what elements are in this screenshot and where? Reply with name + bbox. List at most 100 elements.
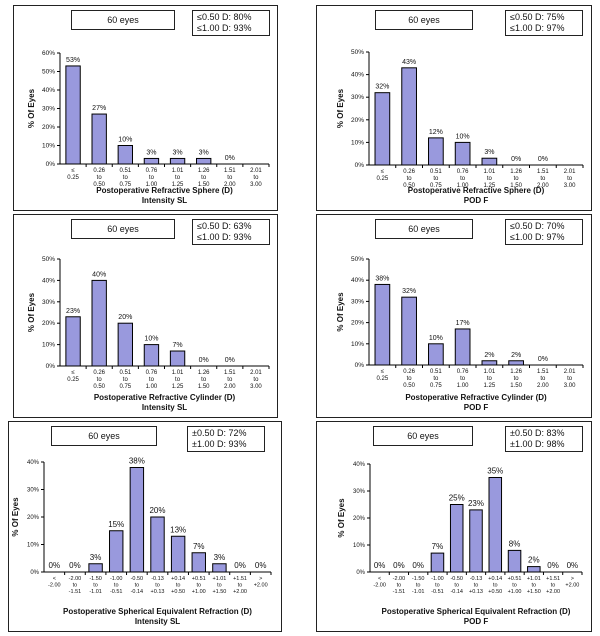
x-tick-label: -0.50 to -0.14 (450, 576, 463, 595)
data-label: 20% (118, 314, 132, 321)
data-label: 27% (92, 105, 106, 112)
y-tick-label: 40% (42, 277, 55, 284)
bar (430, 552, 445, 573)
y-tick-label: 10% (351, 341, 364, 348)
accuracy-stats-box: ±0.50 D: 83% ±1.00 D: 98% (505, 426, 583, 452)
data-label: 23% (468, 499, 484, 508)
x-tick-label: 1.01 to 1.25 (484, 169, 496, 189)
x-tick-label: -2.00 to -1.51 (393, 576, 406, 595)
x-tick-label: ≤0.25 (377, 169, 389, 182)
data-label: 0% (393, 561, 405, 570)
data-label: 25% (449, 494, 465, 503)
data-label: 38% (375, 275, 389, 282)
x-tick-label: 2.01 to 3.00 (250, 168, 262, 188)
bar (527, 566, 541, 573)
data-label: 10% (429, 335, 443, 342)
y-tick-label: 40% (351, 72, 364, 79)
data-label: 0% (225, 357, 235, 364)
y-tick-label: 0% (46, 161, 56, 168)
chart-subtitle: Intensity SL (135, 617, 180, 626)
data-label: 32% (375, 84, 389, 91)
data-label: 2% (484, 352, 494, 359)
chart-panel-sphere-intensity-sl: 0% 10% 20% 30% 40% 50% 60% 53% ≤0.25 27% 0.26 to 0.5… (13, 5, 278, 211)
data-label: 7% (173, 342, 183, 349)
stat-line-2: ≤1.00 D: 97% (510, 232, 565, 242)
data-label: 32% (402, 288, 416, 295)
x-tick-label: 0.51 to 0.75 (430, 369, 442, 389)
data-label: 2% (528, 556, 540, 565)
x-axis-title: Postoperative Refractive Sphere (D) (408, 186, 545, 195)
chart-svg: 0% 10% 20% 30% 40% 50% 60% 53% ≤ 0.25 27% 0.26 to 0.5… (27, 50, 270, 205)
data-label: 53% (66, 57, 80, 64)
bar (65, 316, 81, 367)
y-tick-label: 30% (42, 299, 55, 306)
bar (117, 322, 133, 367)
x-tick-label: 0.26 to 0.50 (93, 168, 105, 188)
y-tick-label: 0% (355, 162, 365, 169)
bar (143, 344, 160, 367)
data-label: 0% (511, 156, 521, 163)
x-tick-label: 0.26 to 0.50 (93, 370, 105, 390)
y-tick-label: 0% (355, 362, 365, 369)
chart-subtitle: POD F (464, 403, 489, 412)
x-tick-label: 0.26 to 0.50 (403, 169, 415, 189)
chart-subtitle: POD F (464, 617, 489, 626)
x-tick-label: 2.01 to 3.00 (564, 369, 576, 389)
chart-panel-cylinder-intensity-sl: 0% 10% 20% 30% 40% 50% 23% ≤0.25 40% 0.26 to 0.50 20… (13, 214, 278, 418)
x-tick-label: 1.01 to 1.25 (172, 370, 184, 390)
x-axis-title: Postoperative Spherical Equivalent Refra… (63, 607, 252, 616)
chart-subtitle: Intensity SL (142, 196, 187, 205)
bar (212, 563, 227, 573)
x-tick-label: -0.50 to -0.14 (131, 576, 144, 595)
y-tick-label: 0% (30, 570, 39, 576)
data-label: 0% (538, 156, 548, 163)
bar (150, 516, 165, 573)
x-tick-label: 1.01 to 1.25 (172, 168, 184, 188)
chart-svg: 0% 10% 20% 30% 40% 50% 32% ≤ 0.25 43% 0.26 to 0.50 12… (336, 49, 584, 205)
chart-subtitle: POD F (464, 196, 489, 205)
data-label: 10% (144, 336, 158, 343)
x-tick-label: +0.51 to +1.00 (508, 576, 522, 595)
chart-panel-sphere-pod-f: 0% 10% 20% 30% 40% 50% 32% ≤0.25 43% 0.26 to 0.50 12… (316, 5, 592, 211)
y-tick-label: 10% (351, 139, 364, 146)
eyes-count-box: 60 eyes (375, 219, 473, 239)
bar (91, 113, 107, 165)
data-label: 23% (66, 308, 80, 315)
eyes-count-box: 60 eyes (71, 10, 175, 30)
chart-panel-se-pod-f: 0% 10% 20% 30% 40% 0% < -2.00 0% -2.00 to -1.51 0% -1… (316, 421, 592, 632)
bar (507, 549, 522, 573)
data-label: 2% (511, 352, 521, 359)
x-tick-label: -0.13 to +0.13 (469, 576, 483, 595)
stat-line-2: ≤1.00 D: 97% (510, 23, 565, 33)
x-tick-label: -2.00 to -1.51 (69, 576, 82, 595)
data-label: 0% (69, 561, 81, 570)
y-axis-title: % Of Eyes (27, 88, 36, 128)
x-tick-label: +0.14 to +0.50 (488, 576, 502, 595)
accuracy-stats-box: ≤0.50 D: 80% ≤1.00 D: 93% (192, 10, 270, 36)
chart-subtitle: Intensity SL (142, 403, 187, 412)
bar (191, 552, 206, 573)
y-tick-label: 30% (351, 298, 364, 305)
data-label: 0% (225, 155, 235, 162)
data-label: 3% (146, 149, 156, 156)
stat-line-1: ≤0.50 D: 70% (510, 221, 565, 231)
y-tick-label: 20% (351, 117, 364, 124)
x-tick-label: 1.51 to 2.00 (537, 169, 549, 189)
x-tick-label: 1.01 to 1.25 (484, 369, 496, 389)
bar (428, 343, 444, 366)
data-label: 0% (567, 561, 579, 570)
x-tick-label: +0.51 to +1.00 (192, 576, 206, 595)
data-label: 3% (199, 149, 209, 156)
x-tick-label: ≤0.25 (67, 370, 79, 383)
y-tick-label: 30% (42, 106, 55, 113)
bar (170, 535, 186, 573)
stat-line-1: ≤0.50 D: 63% (197, 221, 252, 231)
bar (117, 145, 133, 165)
bar (508, 360, 524, 366)
bar (469, 509, 483, 573)
chart-svg: 0% 10% 20% 30% 40% 0% < -2.00 0% -2.00 to -1.51 0% -1… (337, 462, 583, 626)
stat-line-2: ≤1.00 D: 93% (197, 23, 252, 33)
y-axis-title: % Of Eyes (11, 497, 20, 537)
chart-panel-se-intensity-sl: 0% 10% 20% 30% 40% 0% < -2.00 0% -2.00 to -1.51 3% -1… (8, 421, 282, 632)
x-tick-label: 1.51 to 2.00 (537, 369, 549, 389)
